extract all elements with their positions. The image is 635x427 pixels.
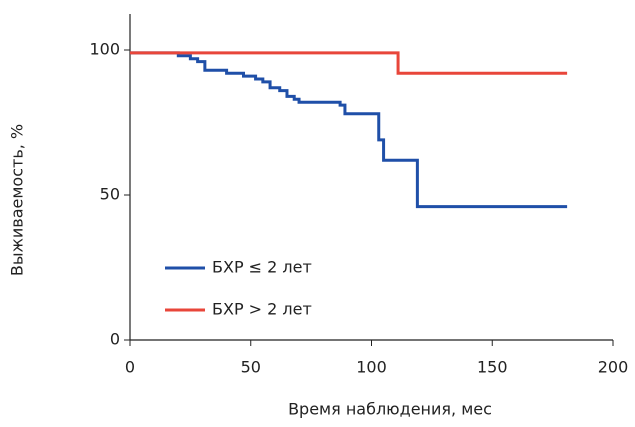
x-tick-label: 150 (477, 358, 508, 377)
x-tick-label: 0 (125, 358, 135, 377)
legend-label: БХР > 2 лет (212, 300, 312, 319)
y-axis-label: Выживаемость, % (8, 124, 27, 276)
x-axis-label: Время наблюдения, мес (288, 400, 492, 419)
survival-line (130, 51, 568, 209)
y-tick-label: 100 (89, 40, 120, 59)
x-tick-label: 100 (356, 358, 387, 377)
y-tick-label: 0 (110, 330, 120, 349)
x-tick-label: 200 (598, 358, 629, 377)
legend-label: БХР ≤ 2 лет (212, 258, 312, 277)
y-tick-label: 50 (100, 185, 120, 204)
x-tick-label: 50 (241, 358, 261, 377)
survival-line (130, 51, 568, 75)
